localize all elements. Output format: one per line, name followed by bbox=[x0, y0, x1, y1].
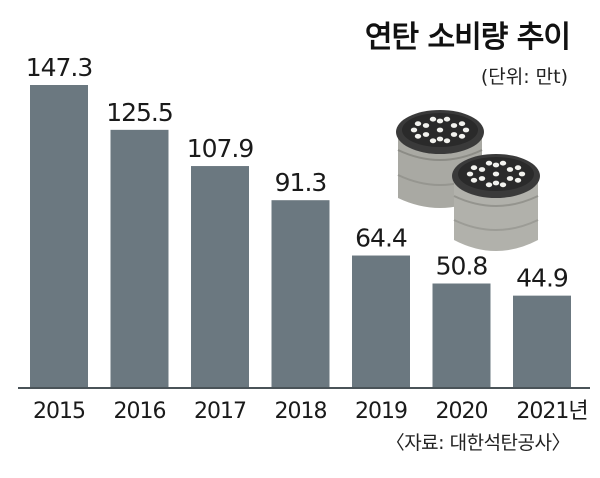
briquette-hole bbox=[514, 177, 522, 183]
x-tick-label-2020: 2020 bbox=[436, 399, 488, 424]
briquette-hole bbox=[478, 167, 486, 172]
briquette-hole bbox=[436, 118, 444, 124]
briquette-hole bbox=[485, 160, 493, 166]
briquette-hole bbox=[492, 171, 500, 177]
value-label-2015: 147.3 bbox=[26, 53, 93, 82]
briquette-hole bbox=[492, 180, 500, 186]
value-label-2019: 64.4 bbox=[355, 224, 407, 253]
briquette-hole bbox=[470, 177, 478, 183]
x-tick-label-2019: 2019 bbox=[355, 399, 407, 424]
value-label-2017: 107.9 bbox=[187, 134, 254, 163]
bar-2020 bbox=[432, 283, 491, 388]
x-tick-label-2021년: 2021년 bbox=[516, 399, 587, 424]
briquette-hole bbox=[499, 182, 507, 188]
bar-2019 bbox=[352, 255, 410, 388]
briquette-hole bbox=[450, 123, 458, 128]
briquette-hole bbox=[443, 138, 451, 144]
briquette-hole bbox=[436, 136, 444, 142]
bar-2018 bbox=[271, 200, 330, 388]
briquette-hole bbox=[410, 127, 418, 133]
briquette-hole bbox=[478, 176, 486, 181]
value-label-2021년: 44.9 bbox=[516, 264, 568, 293]
briquette-hole bbox=[422, 132, 430, 137]
bar-2016 bbox=[110, 129, 169, 388]
bar-2017 bbox=[191, 166, 249, 388]
chart-title: 연탄 소비량 추이 bbox=[364, 20, 571, 55]
coal-briquettes-icon bbox=[396, 110, 540, 251]
briquette-hole bbox=[436, 127, 444, 133]
source-note: 〈자료: 대한석탄공사〉 bbox=[385, 432, 571, 454]
briquette-hole bbox=[499, 160, 507, 166]
briquette-hole bbox=[514, 165, 522, 171]
briquette-hole bbox=[485, 182, 493, 188]
briquette-hole bbox=[518, 171, 526, 177]
bar-2021년 bbox=[513, 295, 571, 388]
x-tick-label-2017: 2017 bbox=[194, 399, 246, 424]
value-label-2020: 50.8 bbox=[436, 252, 488, 281]
bar-2015 bbox=[30, 85, 88, 388]
briquette-hole bbox=[492, 162, 500, 168]
briquette-hole bbox=[506, 167, 514, 172]
briquette-hole bbox=[429, 116, 437, 122]
unit-label: (단위: 만t) bbox=[480, 66, 568, 88]
briquette-hole bbox=[506, 176, 514, 181]
x-tick-label-2016: 2016 bbox=[114, 399, 166, 424]
briquette-hole bbox=[458, 133, 466, 139]
x-tick-label-2018: 2018 bbox=[275, 399, 327, 424]
bars-group bbox=[30, 85, 571, 388]
x-tick-labels-group: 2015 2016 2017 2018 2019 2020 2021년 bbox=[33, 399, 589, 424]
briquette-hole bbox=[429, 138, 437, 144]
briquette-holes bbox=[410, 116, 526, 188]
briquette-hole bbox=[443, 116, 451, 122]
briquette-hole bbox=[414, 133, 422, 139]
value-label-2016: 125.5 bbox=[106, 98, 173, 127]
briquette-hole bbox=[470, 165, 478, 171]
x-tick-label-2015: 2015 bbox=[33, 399, 85, 424]
briquette-hole bbox=[422, 123, 430, 128]
briquette-front bbox=[452, 154, 540, 251]
value-label-2018: 91.3 bbox=[275, 168, 327, 197]
briquette-hole bbox=[450, 132, 458, 137]
briquette-hole bbox=[458, 121, 466, 127]
briquette-hole bbox=[466, 171, 474, 177]
briquette-hole bbox=[414, 121, 422, 127]
briquette-hole bbox=[462, 127, 470, 133]
value-labels-group: 147.3 125.5 107.9 91.3 64.4 50.8 44.9 bbox=[26, 53, 569, 293]
